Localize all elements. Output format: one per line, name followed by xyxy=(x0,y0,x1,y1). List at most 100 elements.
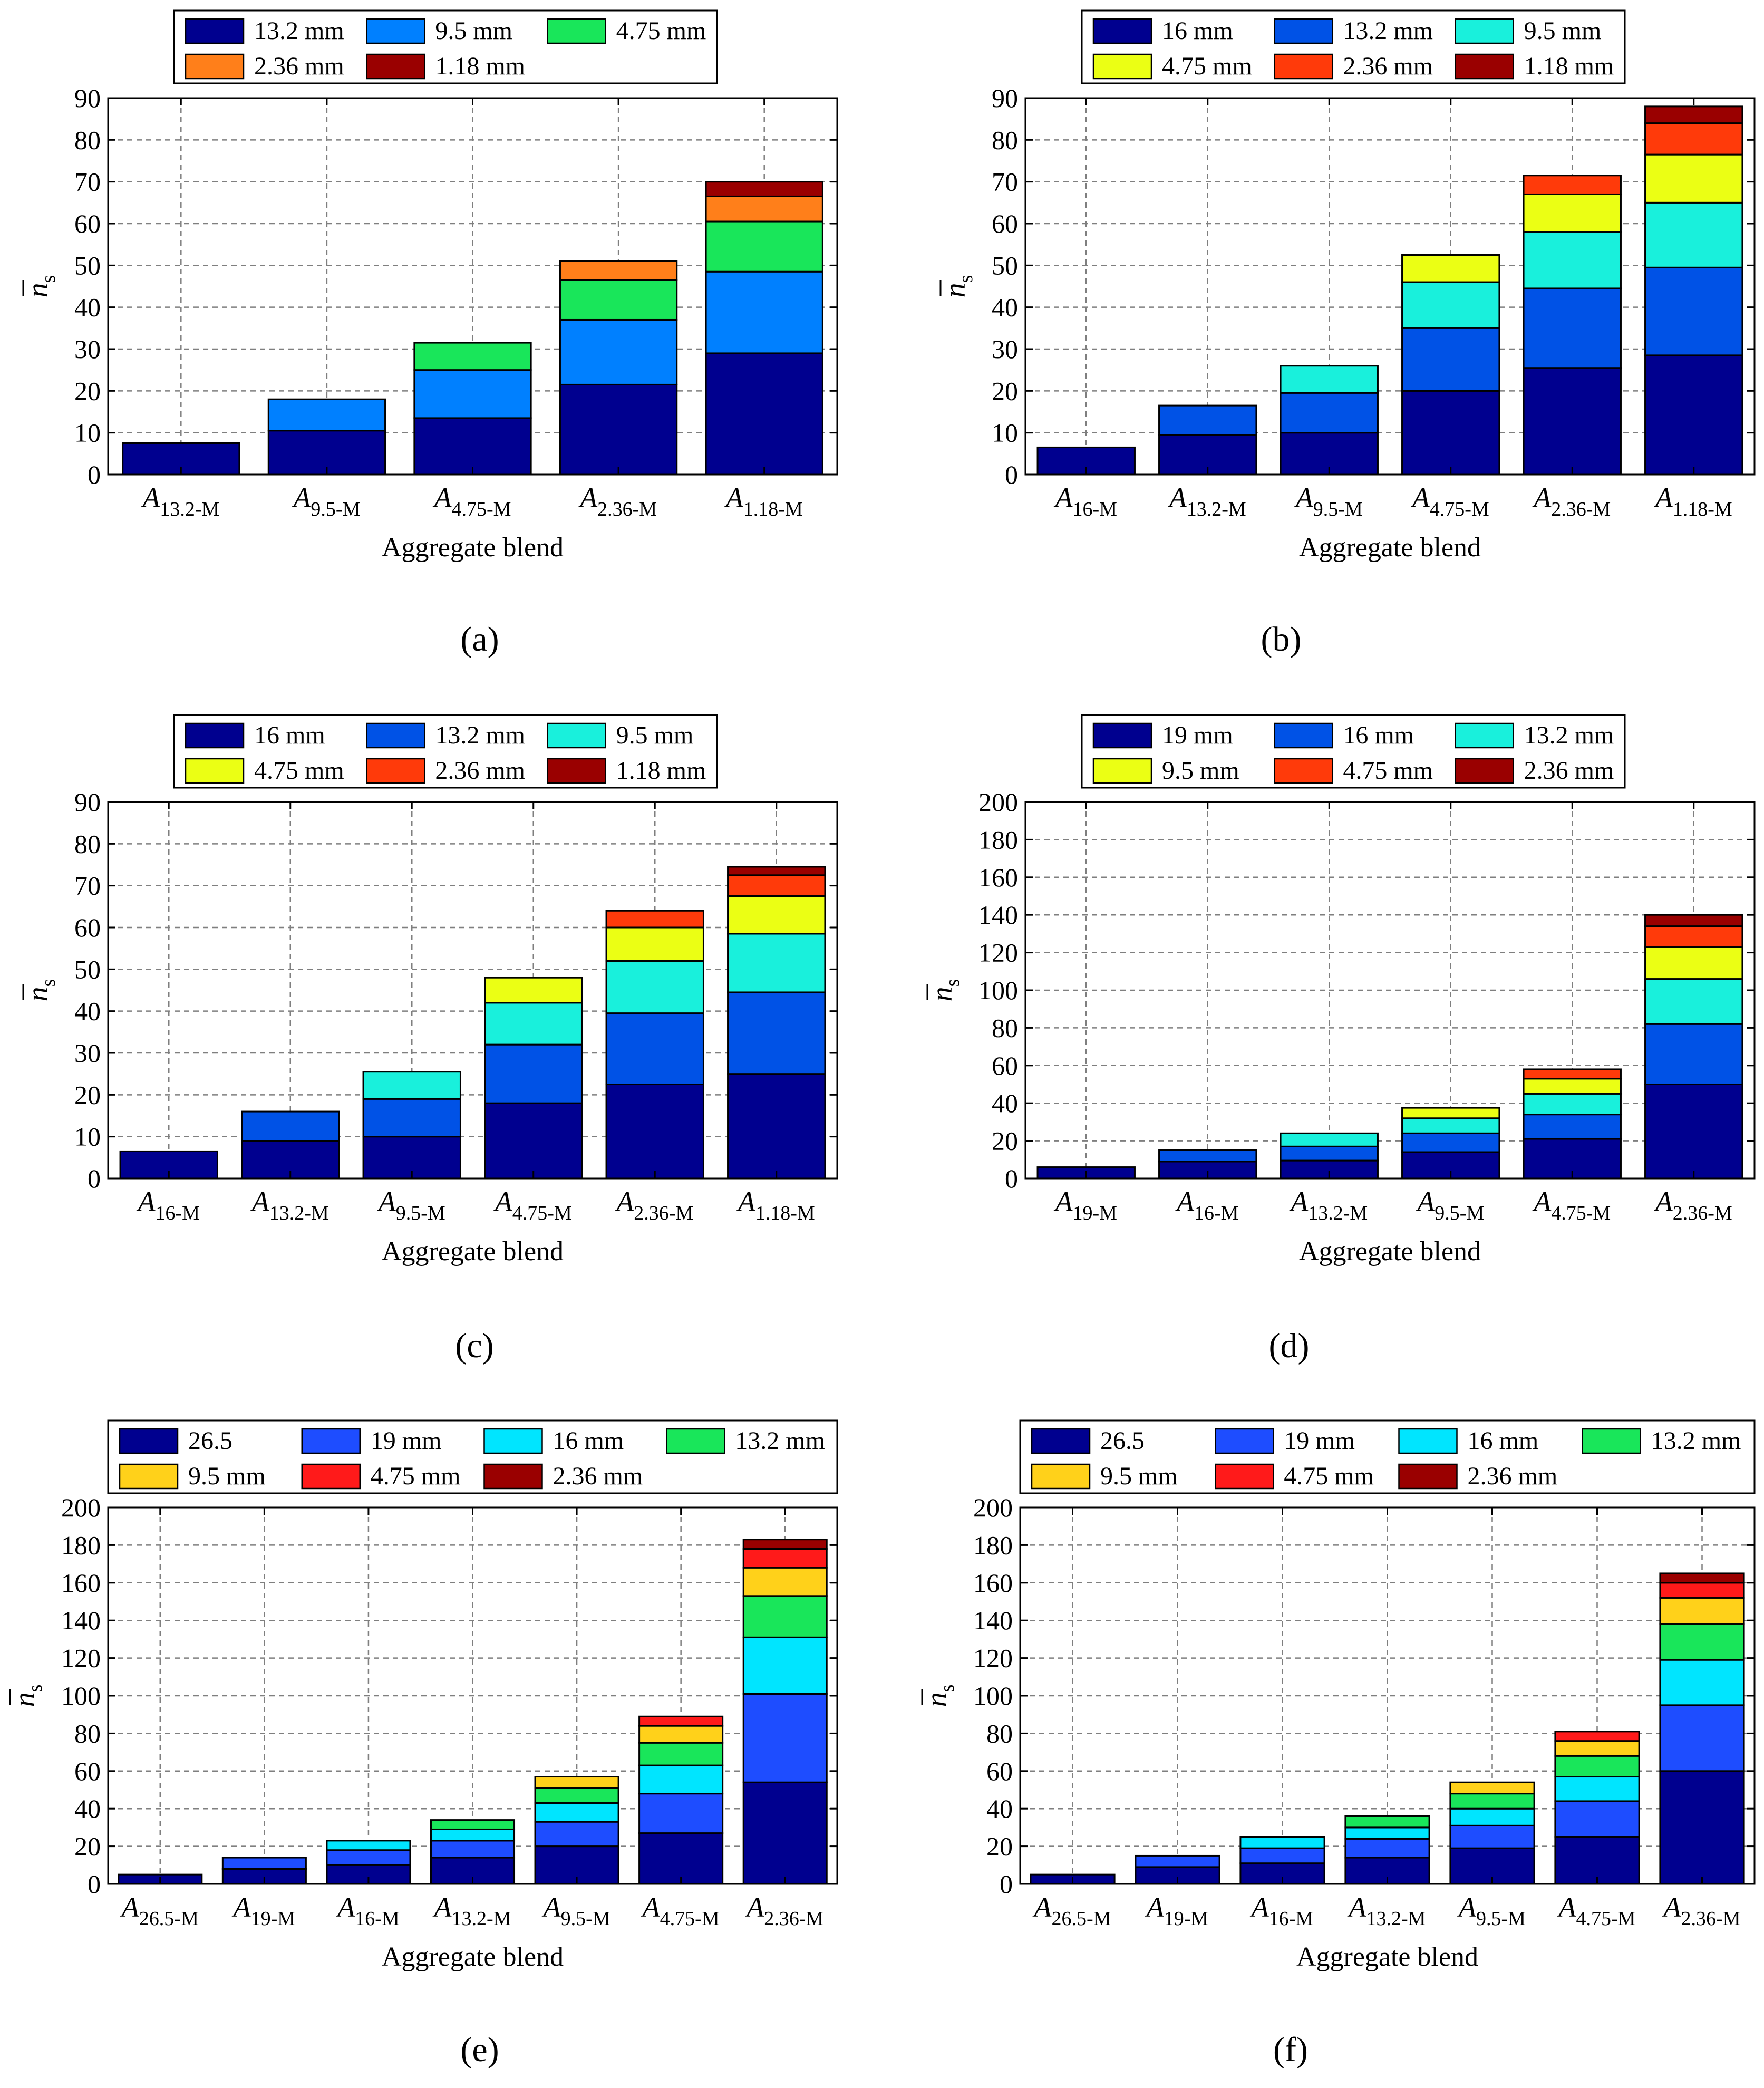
legend-swatch-4 xyxy=(1582,1428,1641,1454)
bar-segment-4-cat-4 xyxy=(559,260,678,281)
bar-segment-1-cat-6 xyxy=(1644,354,1743,476)
bar-segment-6-cat-6 xyxy=(1644,105,1743,124)
y-tick-label: 160 xyxy=(978,863,1018,892)
x-tick-label: A13.2-M xyxy=(141,482,219,520)
x-tick-label: A19-M xyxy=(1145,1891,1208,1930)
legend-label-1: 19 mm xyxy=(1162,721,1233,749)
legend-swatch-7 xyxy=(483,1463,543,1490)
panel-caption: (b) xyxy=(1261,620,1302,659)
legend-swatch-6 xyxy=(1455,53,1514,80)
legend-label-1: 13.2 mm xyxy=(254,17,344,45)
x-axis-label: Aggregate blend xyxy=(1299,533,1481,563)
x-tick-label: A16-M xyxy=(1250,1891,1313,1930)
bar-segment-2-cat-3 xyxy=(1239,1847,1325,1864)
legend: 16 mm 13.2 mm 9.5 mm 4.75 mm 2.36 mm 1.18 mm xyxy=(173,714,718,789)
bar-segment-5-cat-5 xyxy=(605,910,704,929)
bar-segment-2-cat-6 xyxy=(1644,1023,1743,1086)
y-tick-label: 80 xyxy=(74,1718,101,1748)
bar-segment-3-cat-4 xyxy=(484,1002,583,1046)
legend-label-4: 4.75 mm xyxy=(1162,52,1252,80)
bar-segment-1-cat-5 xyxy=(705,352,823,476)
legend-label-1: 26.5 xyxy=(188,1427,232,1455)
bar-segment-1-cat-3 xyxy=(413,417,532,476)
y-tick-label: 180 xyxy=(61,1530,101,1560)
bar-segment-1-cat-7 xyxy=(742,1781,828,1885)
bar-segment-4-cat-5 xyxy=(534,1787,619,1804)
bar-segment-1-cat-4 xyxy=(484,1102,583,1180)
y-tick-label: 60 xyxy=(74,209,101,238)
y-tick-label: 80 xyxy=(992,125,1018,154)
legend-label-1: 16 mm xyxy=(1162,17,1233,45)
legend-label-6: 1.18 mm xyxy=(616,757,706,785)
x-tick-label: A16-M xyxy=(336,1891,399,1930)
chart-panel-3: 0 10 20 30 40 50 60 70 80 90 A16-M A13.2-M A9.5-M A4.… xyxy=(22,714,838,1267)
legend-swatch-5 xyxy=(366,758,425,784)
x-axis-label: Aggregate blend xyxy=(1299,1236,1481,1267)
y-tick-label: 80 xyxy=(992,1013,1018,1042)
bar-segment-3-cat-5 xyxy=(1523,231,1622,289)
bar-segment-6-cat-6 xyxy=(727,866,826,876)
bar-segment-3-cat-7 xyxy=(742,1636,828,1695)
legend-swatch-6 xyxy=(301,1463,361,1490)
y-tick-label: 30 xyxy=(74,1038,101,1068)
axes-box xyxy=(1024,97,1756,476)
bar-segment-3-cat-4 xyxy=(559,279,678,321)
bar-segment-3-cat-3 xyxy=(1239,1836,1325,1849)
bar-segment-6-cat-6 xyxy=(638,1715,724,1727)
x-tick-label: A13.2-M xyxy=(1289,1186,1368,1224)
y-tick-label: 60 xyxy=(74,1756,101,1786)
y-axis-label: ns xyxy=(22,979,60,1002)
y-tick-label: 30 xyxy=(992,334,1018,364)
bar-segment-4-cat-6 xyxy=(638,1742,724,1766)
y-tick-label: 200 xyxy=(973,1493,1013,1522)
legend: 19 mm 16 mm 13.2 mm 9.5 mm 4.75 mm 2.36 mm xyxy=(1081,714,1626,789)
chart-panel-1: 0 10 20 30 40 50 60 70 80 90 A13.2-M A9.5-M A4.75-M A… xyxy=(22,9,838,563)
bar-segment-4-cat-4 xyxy=(1401,1107,1500,1119)
bar-segment-1-cat-5 xyxy=(1523,367,1622,476)
chart-panel-6: 0 20 40 60 80 100 120 140 160 180 200 A26.5-M A19-M A… xyxy=(920,1419,1756,1972)
bar-segment-4-cat-6 xyxy=(1644,946,1743,980)
y-tick-label: 160 xyxy=(973,1568,1013,1598)
x-tick-label: A2.36-M xyxy=(1662,1891,1741,1930)
bar-segment-4-cat-4 xyxy=(1401,254,1500,283)
legend-swatch-4 xyxy=(185,758,245,784)
legend-swatch-2 xyxy=(1215,1428,1274,1454)
bar-segment-4-cat-6 xyxy=(1644,153,1743,204)
y-tick-label: 10 xyxy=(74,1122,101,1152)
x-tick-label: A9.5-M xyxy=(377,1186,445,1224)
legend-label-3: 9.5 mm xyxy=(1524,17,1602,45)
panel-caption: (c) xyxy=(455,1327,494,1365)
y-tick-label: 10 xyxy=(74,418,101,448)
y-tick-label: 0 xyxy=(1000,1869,1013,1899)
x-tick-label: A1.18-M xyxy=(1654,482,1732,520)
bar-segment-2-cat-4 xyxy=(1401,327,1500,392)
bar-segment-4-cat-4 xyxy=(484,977,583,1004)
bar-segment-5-cat-7 xyxy=(1659,1597,1745,1625)
y-tick-label: 20 xyxy=(74,1832,101,1861)
y-tick-label: 120 xyxy=(973,1644,1013,1673)
y-tick-label: 10 xyxy=(992,418,1018,448)
bar-segment-3-cat-3 xyxy=(362,1071,461,1100)
x-axis-label: Aggregate blend xyxy=(382,1236,564,1267)
legend-label-6: 4.75 mm xyxy=(371,1462,461,1490)
legend: 26.5 19 mm 16 mm 13.2 mm 9.5 mm 4.75 mm 2.36 m… xyxy=(1019,1419,1756,1494)
legend-box xyxy=(1081,714,1626,789)
svg-text:ns: ns xyxy=(926,979,964,1002)
legend-label-4: 4.75 mm xyxy=(254,757,344,785)
y-tick-label: 20 xyxy=(74,376,101,405)
legend-label-6: 1.18 mm xyxy=(1524,52,1614,80)
legend-label-1: 16 mm xyxy=(254,721,325,749)
bar-segment-2-cat-2 xyxy=(267,398,386,432)
bar-segment-4-cat-5 xyxy=(605,926,704,962)
x-axis-label: Aggregate blend xyxy=(382,533,564,563)
x-tick-label: A9.5-M xyxy=(542,1891,610,1930)
bar-segment-6-cat-7 xyxy=(742,1548,828,1569)
x-tick-label: A16-M xyxy=(1175,1186,1238,1224)
legend-swatch-2 xyxy=(1274,18,1333,44)
panel-caption: (e) xyxy=(460,2031,499,2069)
bar-segment-1-cat-6 xyxy=(1644,1084,1743,1180)
y-tick-label: 140 xyxy=(61,1606,101,1635)
chart-panel-5: 0 20 40 60 80 100 120 140 160 180 200 A26.5-M A19-M A… xyxy=(8,1419,838,1972)
bar-segment-2-cat-3 xyxy=(1280,1145,1379,1162)
legend-swatch-6 xyxy=(547,758,606,784)
